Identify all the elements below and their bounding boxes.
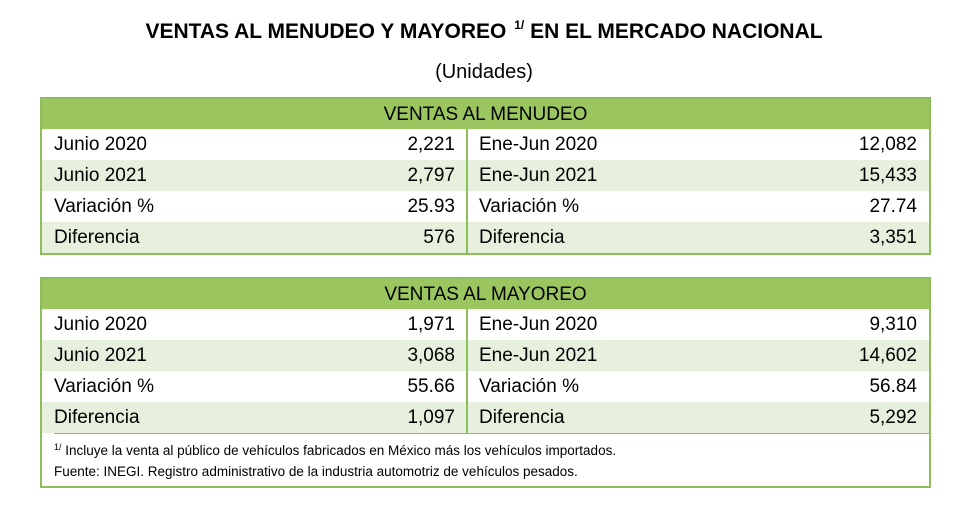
row-label-right: Ene-Jun 2020: [479, 134, 598, 155]
row-label-left: Diferencia: [54, 227, 140, 248]
row-label-left: Junio 2021: [54, 345, 147, 366]
row-label-left: Diferencia: [54, 407, 140, 428]
row-label-right: Diferencia: [479, 407, 565, 428]
table-row: Diferencia 1,097 Diferencia 5,292: [42, 402, 929, 433]
row-value-left: 576: [292, 222, 468, 253]
title-text-after: EN EL MERCADO NACIONAL: [530, 20, 823, 43]
title-text: VENTAS AL MENUDEO Y MAYOREO: [145, 20, 507, 43]
row-value-right: 12,082: [858, 134, 917, 155]
table-row: Variación % 55.66 Variación % 56.84: [42, 371, 929, 402]
row-value-left: 2,797: [292, 160, 468, 191]
row-label-left: Junio 2021: [54, 165, 147, 186]
row-value-right: 3,351: [869, 227, 917, 248]
row-value-right: 9,310: [869, 314, 917, 335]
mayoreo-header: VENTAS AL MAYOREO: [42, 279, 929, 309]
source-note: Fuente: INEGI. Registro administrativo d…: [54, 464, 578, 479]
menudeo-table: VENTAS AL MENUDEO Junio 2020 2,221 Ene-J…: [40, 97, 931, 255]
row-label-right: Diferencia: [479, 227, 565, 248]
row-value-right: 56.84: [869, 376, 917, 397]
row-label-right: Ene-Jun 2020: [479, 314, 598, 335]
row-label-left: Variación %: [54, 196, 154, 217]
footnote: 1/ Incluye la venta al público de vehícu…: [54, 433, 929, 461]
table-row: Junio 2020 1,971 Ene-Jun 2020 9,310: [42, 309, 929, 340]
row-value-right: 5,292: [869, 407, 917, 428]
row-value-left: 3,068: [292, 340, 468, 371]
row-label-left: Variación %: [54, 376, 154, 397]
row-value-left: 2,221: [292, 129, 468, 160]
page-title: VENTAS AL MENUDEO Y MAYOREO 1/ EN EL MER…: [0, 18, 968, 44]
row-value-right: 15,433: [858, 165, 917, 186]
row-value-right: 14,602: [858, 345, 917, 366]
row-label-left: Junio 2020: [54, 134, 147, 155]
table-row: Variación % 25.93 Variación % 27.74: [42, 191, 929, 222]
table-notes: 1/ Incluye la venta al público de vehícu…: [42, 433, 929, 486]
table-row: Junio 2021 3,068 Ene-Jun 2021 14,602: [42, 340, 929, 371]
row-value-left: 1,097: [292, 402, 468, 433]
row-label-right: Ene-Jun 2021: [479, 345, 598, 366]
footnote-text: Incluye la venta al público de vehículos…: [65, 443, 617, 458]
table-row: Junio 2021 2,797 Ene-Jun 2021 15,433: [42, 160, 929, 191]
row-value-left: 25.93: [292, 191, 468, 222]
row-label-right: Variación %: [479, 376, 579, 397]
table-row: Junio 2020 2,221 Ene-Jun 2020 12,082: [42, 129, 929, 160]
row-value-left: 1,971: [292, 309, 468, 340]
row-label-right: Variación %: [479, 196, 579, 217]
footnote-mark: 1/: [54, 442, 62, 452]
mayoreo-table: VENTAS AL MAYOREO Junio 2020 1,971 Ene-J…: [40, 277, 931, 488]
title-footnote-mark: 1/: [514, 18, 525, 32]
table-row: Diferencia 576 Diferencia 3,351: [42, 222, 929, 253]
page-subtitle: (Unidades): [435, 61, 533, 83]
row-label-left: Junio 2020: [54, 314, 147, 335]
row-value-left: 55.66: [292, 371, 468, 402]
row-value-right: 27.74: [869, 196, 917, 217]
row-label-right: Ene-Jun 2021: [479, 165, 598, 186]
menudeo-header: VENTAS AL MENUDEO: [42, 99, 929, 129]
